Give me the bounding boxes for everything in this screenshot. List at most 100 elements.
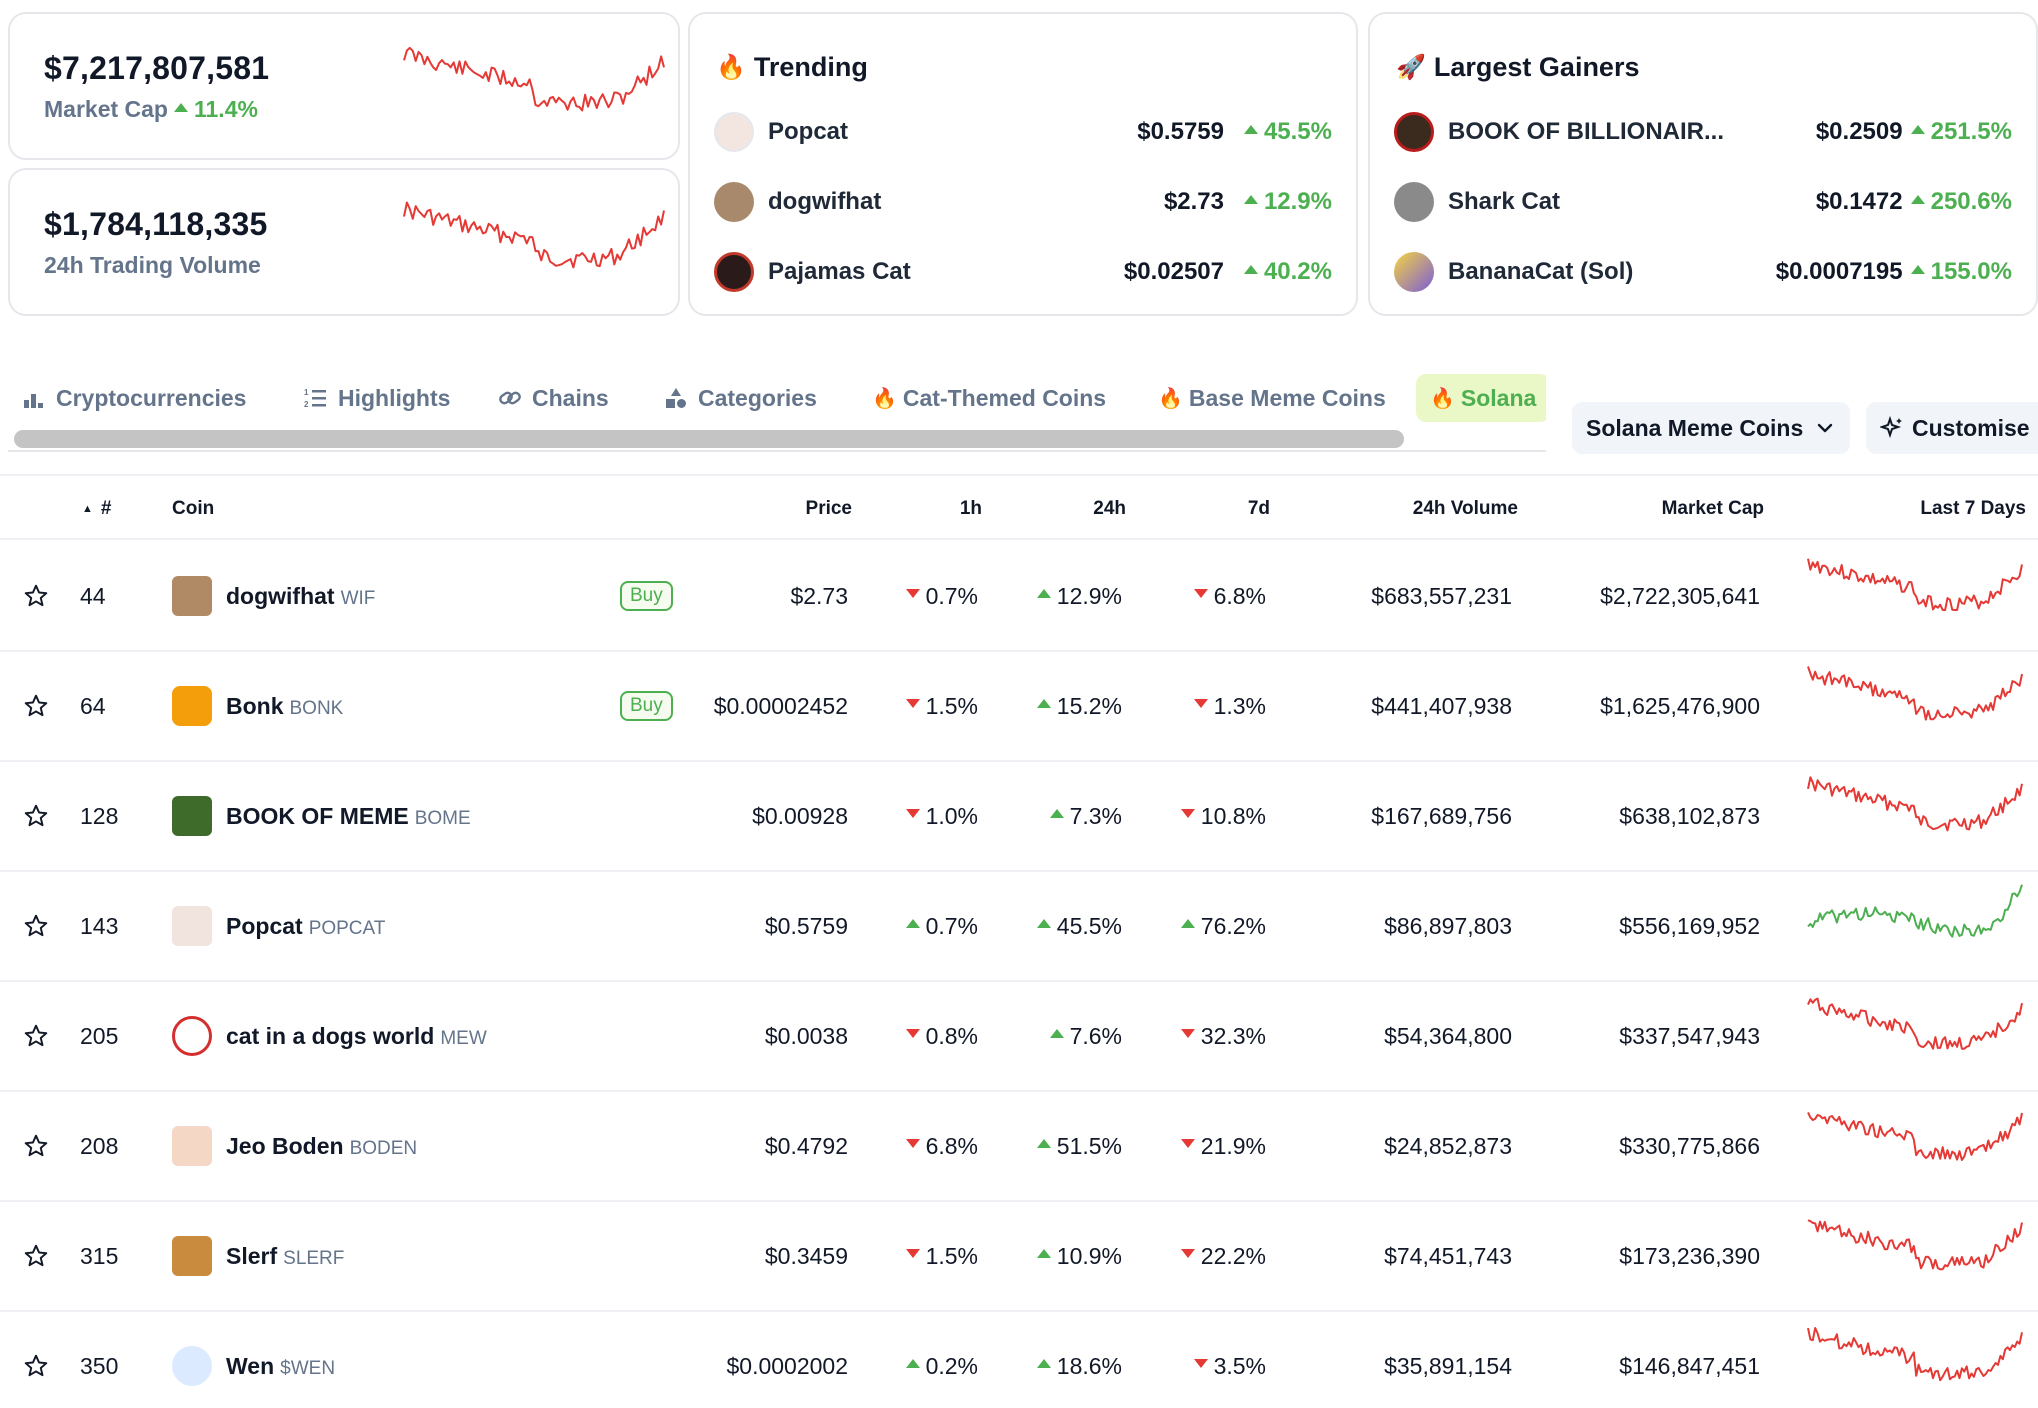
gainer-item[interactable]: Shark Cat $0.1472 250.6% [1394,180,2012,224]
buy-button[interactable]: Buy [620,542,673,650]
favorite-star-icon[interactable] [20,652,52,760]
trending-item[interactable]: dogwifhat $2.73 12.9% [714,180,1332,224]
table-row[interactable]: 205 cat in a dogs world MEW $0.0038 0.8% … [0,982,2038,1092]
table-row[interactable]: 143 Popcat POPCAT $0.5759 0.7% 45.5% 76.2… [0,872,2038,982]
coin-link[interactable]: Popcat POPCAT [172,872,385,980]
coin-link[interactable]: dogwifhat WIF [172,542,375,650]
fire-icon: 🔥 [716,54,746,81]
trending-item-price: $2.73 [1163,188,1224,215]
price: $0.4792 [764,1132,848,1159]
rank: 205 [80,1022,119,1049]
favorite-star-icon[interactable] [20,872,52,980]
pajamas-cat-avatar [714,252,754,292]
market-cap: $2,722,305,641 [1600,582,1760,609]
h24-change: 7.3% [1022,762,1122,870]
fire-icon: 🔥 [872,387,897,410]
tab-cryptocurrencies[interactable]: Cryptocurrencies [22,374,246,422]
coin-link[interactable]: cat in a dogs world MEW [172,982,487,1090]
tab-categories[interactable]: Categories [664,374,817,422]
market-cap: $173,236,390 [1619,1242,1760,1269]
trading-volume-card: $1,784,118,335 24h Trading Volume [8,168,680,316]
caret-down-icon [1193,1358,1208,1368]
coin-link[interactable]: BOOK OF MEME BOME [172,762,471,870]
coin-link[interactable]: Wen $WEN [172,1312,335,1408]
coin-header[interactable]: Coin [172,498,215,519]
caret-up-icon [1036,918,1051,928]
market-cap: $146,847,451 [1619,1352,1760,1379]
tab-label: Highlights [338,384,451,411]
caret-up-icon [1049,808,1064,818]
price: $0.0038 [764,1022,848,1049]
coin-symbol: POPCAT [308,917,386,939]
trending-item-name: dogwifhat [768,188,882,215]
buy-button[interactable]: Buy [620,652,673,760]
price-header[interactable]: Price [805,498,852,519]
h1-header[interactable]: 1h [959,498,982,519]
market-cap-header[interactable]: Market Cap [1661,498,1764,519]
volume: $86,897,803 [1384,912,1512,939]
tab-cat-themed-coins[interactable]: 🔥 Cat-Themed Coins [872,374,1106,422]
h24-change: 10.9% [1022,1202,1122,1310]
tab-solana[interactable]: 🔥 Solana [1416,374,1546,422]
trending-card: 🔥 Trending Popcat $0.5759 45.5% dogwifha… [688,12,1358,316]
trending-item-change: 12.9% [1232,188,1332,216]
volume: $24,852,873 [1384,1132,1512,1159]
favorite-star-icon[interactable] [20,982,52,1090]
h1-change: 0.7% [878,872,978,980]
favorite-star-icon[interactable] [20,1312,52,1408]
fire-icon: 🔥 [1430,387,1455,410]
market-cap-change: 11.4% [173,96,258,122]
gainer-item-change: 250.6% [1910,188,2012,216]
d7-change: 32.3% [1166,982,1266,1090]
h24-header[interactable]: 24h [1093,498,1126,519]
volume: $74,451,743 [1384,1242,1512,1269]
last-7-days-header: Last 7 Days [1920,498,2026,519]
favorite-star-icon[interactable] [20,762,52,870]
table-row[interactable]: 208 Jeo Boden BODEN $0.4792 6.8% 51.5% 21… [0,1092,2038,1202]
meme-coins-dropdown[interactable]: Solana Meme Coins [1572,402,1850,454]
rank: 208 [80,1132,119,1159]
tab-chains[interactable]: Chains [498,374,609,422]
caret-down-icon [905,698,920,708]
tab-label: Base Meme Coins [1188,384,1386,411]
list-icon: 12 [304,388,326,409]
coin-link[interactable]: Bonk BONK [172,652,343,760]
volume: $167,689,756 [1371,802,1512,829]
table-row[interactable]: 350 Wen $WEN $0.0002002 0.2% 18.6% 3.5% $… [0,1312,2038,1408]
tab-label: Solana [1460,384,1537,411]
customise-button[interactable]: Customise [1866,402,2038,454]
coin-link[interactable]: Slerf SLERF [172,1202,344,1310]
volume: $441,407,938 [1371,692,1512,719]
sparkle-icon [1880,416,1902,439]
tabs-scrollbar[interactable] [8,426,1546,452]
favorite-star-icon[interactable] [20,1202,52,1310]
favorite-star-icon[interactable] [20,542,52,650]
gainer-item-change: 251.5% [1910,118,2012,146]
table-row[interactable]: 128 BOOK OF MEME BOME $0.00928 1.0% 7.3% … [0,762,2038,872]
gainer-item[interactable]: BOOK OF BILLIONAIR... $0.2509 251.5% [1394,110,2012,154]
favorite-star-icon[interactable] [20,1092,52,1200]
price: $0.5759 [764,912,848,939]
coin-link[interactable]: Jeo Boden BODEN [172,1092,417,1200]
gainer-item[interactable]: BananaCat (Sol) $0.0007195 155.0% [1394,250,2012,294]
tabs-scrollbar-thumb[interactable] [14,430,1404,448]
table-row[interactable]: 44 dogwifhat WIF Buy $2.73 0.7% 12.9% 6.8… [0,542,2038,652]
caret-down-icon [1180,808,1195,818]
caret-down-icon [905,588,920,598]
trending-title-text: Trending [753,52,868,82]
caret-up-icon [1910,265,1925,275]
trending-item[interactable]: Pajamas Cat $0.02507 40.2% [714,250,1332,294]
volume-header[interactable]: 24h Volume [1412,498,1518,519]
rank-header[interactable]: ▲ # [82,498,112,519]
last-7-days-sparkline [1807,997,2023,1050]
coin-logo [172,1126,212,1166]
table-row[interactable]: 315 Slerf SLERF $0.3459 1.5% 10.9% 22.2% … [0,1202,2038,1312]
table-row[interactable]: 64 Bonk BONK Buy $0.00002452 1.5% 15.2% 1… [0,652,2038,762]
trending-item[interactable]: Popcat $0.5759 45.5% [714,110,1332,154]
d7-header[interactable]: 7d [1247,498,1270,519]
shark-cat-avatar [1394,182,1434,222]
gainer-item-price: $0.0007195 [1775,258,1903,285]
rank: 143 [80,912,119,939]
tab-base-meme-coins[interactable]: 🔥 Base Meme Coins [1158,374,1386,422]
